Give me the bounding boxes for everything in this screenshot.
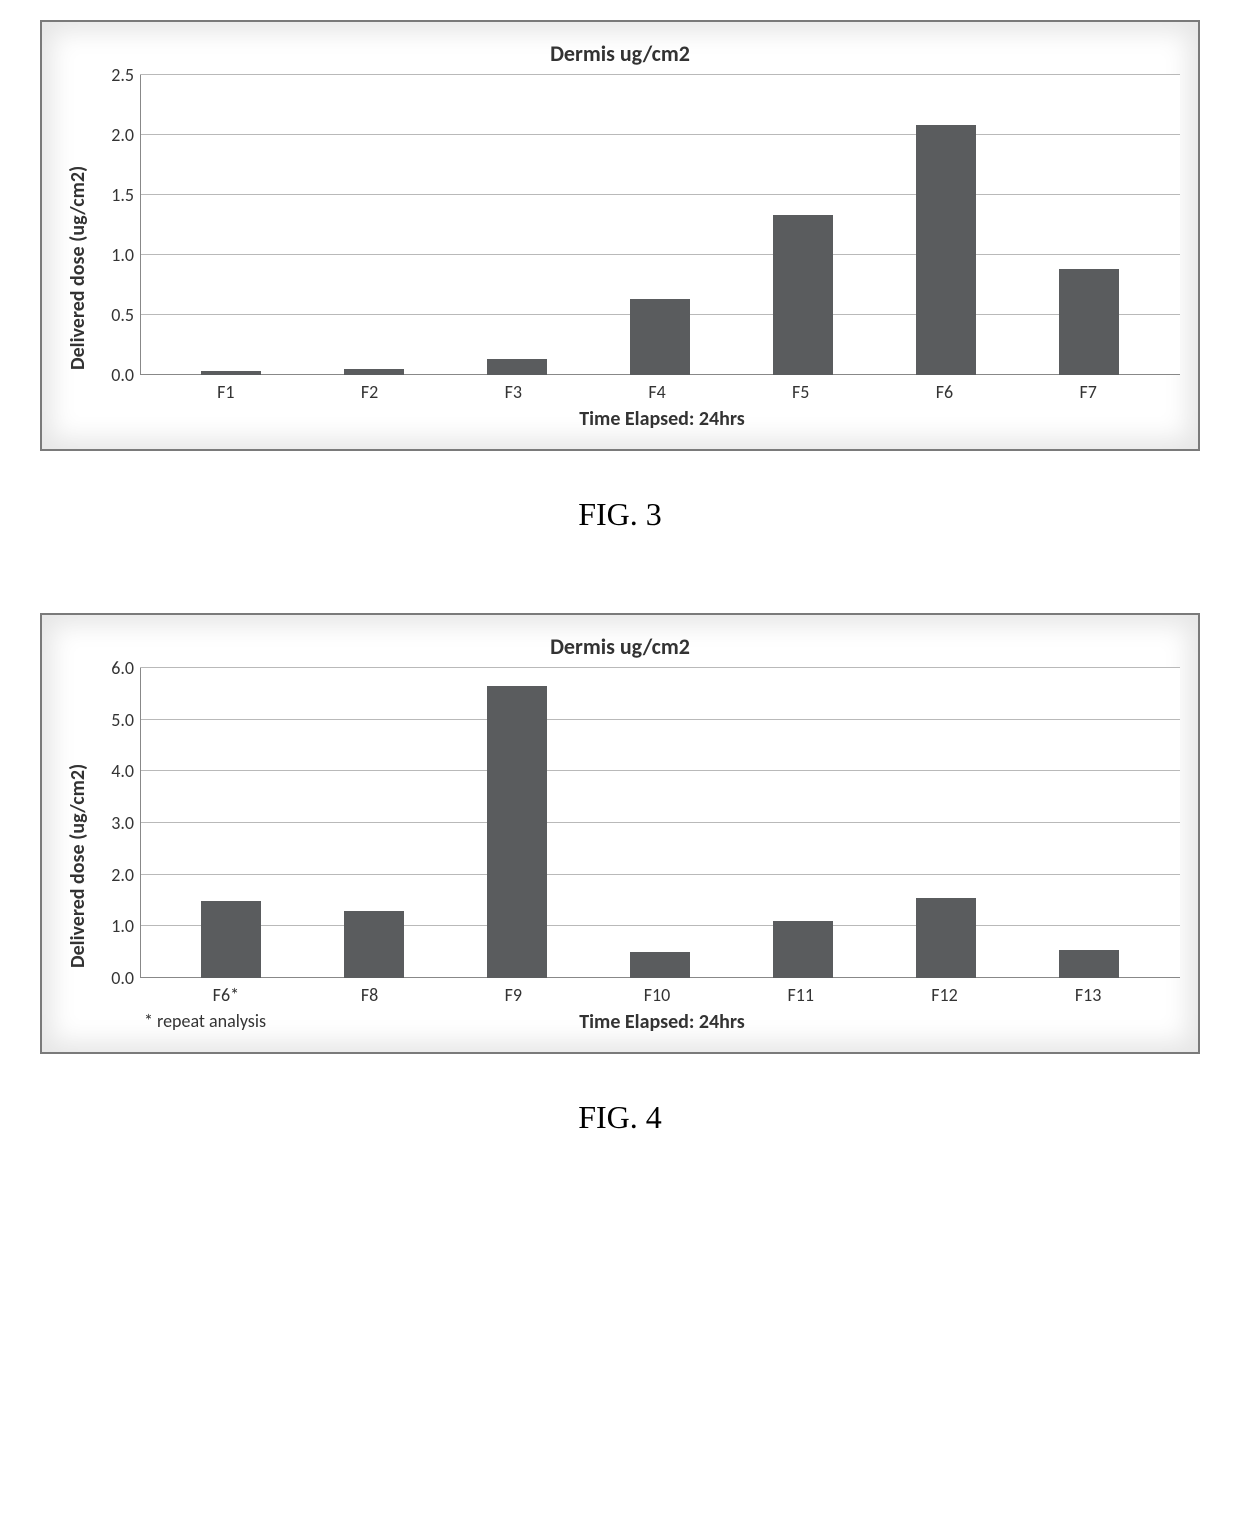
bar-slot — [446, 668, 589, 978]
x-tick: F1 — [154, 381, 298, 403]
x-tick: F9 — [441, 984, 585, 1006]
x-tick: F10 — [585, 984, 729, 1006]
x-axis-label: Time Elapsed: 24hrs — [149, 407, 1176, 431]
chart-title: Dermis ug/cm2 — [60, 40, 1180, 67]
x-ticks: F1F2F3F4F5F6F7 — [134, 375, 1180, 403]
bar — [630, 952, 690, 978]
bar-slot — [1017, 75, 1160, 375]
bar-slot — [731, 75, 874, 375]
bar-slot — [160, 75, 303, 375]
x-tick: F4 — [585, 381, 729, 403]
bar-slot — [731, 668, 874, 978]
x-tick: F13 — [1016, 984, 1160, 1006]
chart-title: Dermis ug/cm2 — [60, 633, 1180, 660]
chart-frame: Dermis ug/cm2 Delivered dose (ug/cm2)6.05… — [40, 613, 1200, 1054]
x-tick: F3 — [441, 381, 585, 403]
x-tick: F8 — [298, 984, 442, 1006]
bar — [344, 911, 404, 978]
bar — [1059, 269, 1119, 375]
bar — [773, 215, 833, 375]
plot-area — [140, 75, 1180, 375]
figure-caption: FIG. 4 — [20, 1099, 1220, 1136]
bar-slot — [160, 668, 303, 978]
bottom-row: * repeat analysisTime Elapsed: 24hrs* re… — [134, 1006, 1180, 1034]
bars-container — [140, 668, 1180, 978]
y-axis-label: Delivered dose (ug/cm2) — [60, 75, 90, 431]
x-axis-label: Time Elapsed: 24hrs — [266, 1010, 1058, 1034]
x-tick: F11 — [729, 984, 873, 1006]
y-ticks: 2.52.01.51.00.50.0 — [90, 75, 140, 375]
footnote: * repeat analysis — [134, 1010, 266, 1032]
figure-block: Dermis ug/cm2 Delivered dose (ug/cm2)2.52… — [20, 20, 1220, 533]
x-ticks: F6*F8F9F10F11F12F13 — [134, 978, 1180, 1006]
axis-row: 2.52.01.51.00.50.0 — [90, 75, 1180, 375]
plot-body: 6.05.04.03.02.01.00.0F6*F8F9F10F11F12F13… — [90, 668, 1180, 1034]
bar — [916, 898, 976, 978]
plot-wrap: Delivered dose (ug/cm2)2.52.01.51.00.50.… — [60, 75, 1180, 431]
plot-body: 2.52.01.51.00.50.0F1F2F3F4F5F6F7.Time El… — [90, 75, 1180, 431]
bar-slot — [303, 668, 446, 978]
bar-slot — [874, 668, 1017, 978]
figure-caption: FIG. 3 — [20, 496, 1220, 533]
x-tick: F6 — [873, 381, 1017, 403]
bar — [773, 921, 833, 978]
bar — [916, 125, 976, 375]
bar — [487, 359, 547, 375]
bar-slot — [874, 75, 1017, 375]
bar — [630, 299, 690, 375]
bar-slot — [589, 668, 732, 978]
x-tick: F6* — [154, 984, 298, 1006]
x-tick: F7 — [1016, 381, 1160, 403]
axis-row: 6.05.04.03.02.01.00.0 — [90, 668, 1180, 978]
bar — [201, 901, 261, 979]
chart-frame: Dermis ug/cm2 Delivered dose (ug/cm2)2.52… — [40, 20, 1200, 451]
plot-area — [140, 668, 1180, 978]
bar — [487, 686, 547, 978]
bar-slot — [446, 75, 589, 375]
bar — [1059, 950, 1119, 978]
x-tick: F5 — [729, 381, 873, 403]
bar — [344, 369, 404, 375]
x-tick: F2 — [298, 381, 442, 403]
figure-block: Dermis ug/cm2 Delivered dose (ug/cm2)6.05… — [20, 613, 1220, 1136]
plot-wrap: Delivered dose (ug/cm2)6.05.04.03.02.01.… — [60, 668, 1180, 1034]
bar-slot — [589, 75, 732, 375]
y-axis-label: Delivered dose (ug/cm2) — [60, 668, 90, 1034]
bars-container — [140, 75, 1180, 375]
bar-slot — [303, 75, 446, 375]
bar — [201, 371, 261, 375]
x-tick: F12 — [873, 984, 1017, 1006]
bottom-row: .Time Elapsed: 24hrs. — [134, 403, 1180, 431]
bar-slot — [1017, 668, 1160, 978]
y-ticks: 6.05.04.03.02.01.00.0 — [90, 668, 140, 978]
